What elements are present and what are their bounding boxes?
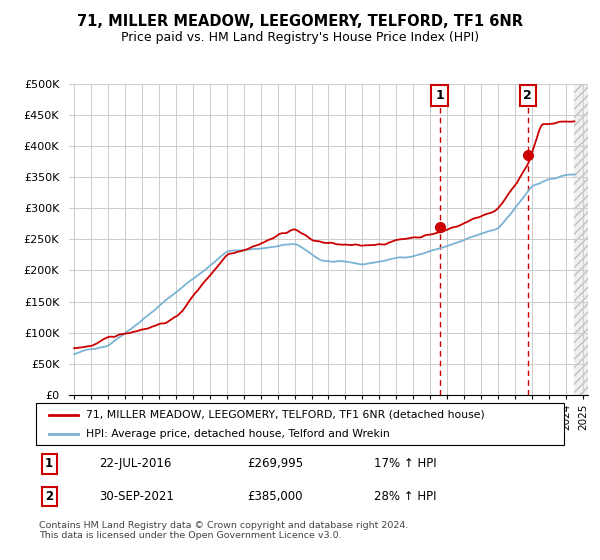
Text: 2: 2	[45, 490, 53, 503]
Text: Contains HM Land Registry data © Crown copyright and database right 2024.
This d: Contains HM Land Registry data © Crown c…	[39, 521, 409, 540]
Text: 71, MILLER MEADOW, LEEGOMERY, TELFORD, TF1 6NR: 71, MILLER MEADOW, LEEGOMERY, TELFORD, T…	[77, 14, 523, 29]
Bar	[574, 84, 600, 395]
Text: 22-JUL-2016: 22-JUL-2016	[100, 457, 172, 470]
Text: 17% ↑ HPI: 17% ↑ HPI	[374, 457, 437, 470]
Text: 30-SEP-2021: 30-SEP-2021	[100, 490, 174, 503]
Text: 1: 1	[435, 89, 444, 102]
Text: 71, MILLER MEADOW, LEEGOMERY, TELFORD, TF1 6NR (detached house): 71, MILLER MEADOW, LEEGOMERY, TELFORD, T…	[86, 409, 485, 419]
Text: 1: 1	[45, 457, 53, 470]
Text: Price paid vs. HM Land Registry's House Price Index (HPI): Price paid vs. HM Land Registry's House …	[121, 31, 479, 44]
Text: £269,995: £269,995	[247, 457, 304, 470]
Text: £385,000: £385,000	[247, 490, 303, 503]
Text: 28% ↑ HPI: 28% ↑ HPI	[374, 490, 436, 503]
Text: HPI: Average price, detached house, Telford and Wrekin: HPI: Average price, detached house, Telf…	[86, 429, 390, 439]
Text: 2: 2	[523, 89, 532, 102]
